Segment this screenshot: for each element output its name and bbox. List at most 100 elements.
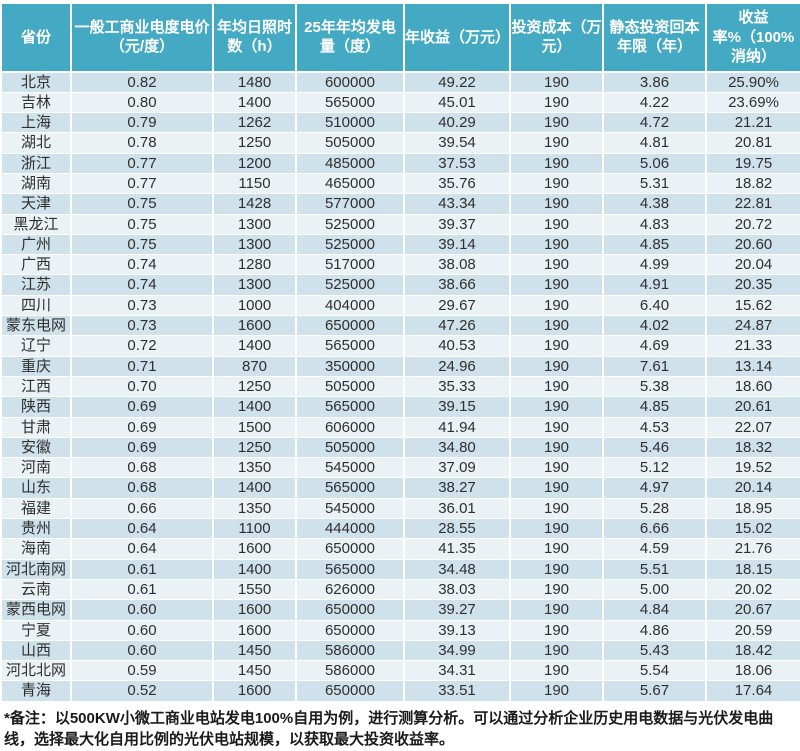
cell-generation: 465000 <box>295 173 405 195</box>
cell-investment-cost: 190 <box>509 518 604 540</box>
cell-annual-income: 39.37 <box>403 214 511 235</box>
cell-payback-years: 4.59 <box>602 538 707 560</box>
cell-province: 江苏 <box>0 274 72 296</box>
cell-price: 0.75 <box>70 234 214 256</box>
column-header-annual-income: 年收益（万元） <box>403 2 511 73</box>
cell-return-rate: 20.60 <box>705 234 800 256</box>
table-row: 上海 0.79 1262 510000 40.29 190 4.72 21.21 <box>0 112 800 134</box>
cell-price: 0.75 <box>70 214 214 235</box>
cell-payback-years: 5.54 <box>602 660 707 682</box>
cell-investment-cost: 190 <box>509 335 604 357</box>
cell-generation: 510000 <box>295 112 405 134</box>
cell-generation: 404000 <box>295 295 405 317</box>
table-row: 山东 0.68 1400 565000 38.27 190 4.97 20.14 <box>0 477 800 499</box>
table-row: 宁夏 0.60 1600 650000 39.13 190 4.86 20.59 <box>0 620 800 641</box>
cell-return-rate: 24.87 <box>705 315 800 337</box>
cell-price: 0.78 <box>70 132 214 154</box>
cell-annual-income: 41.35 <box>403 538 511 560</box>
cell-annual-income: 47.26 <box>403 315 511 337</box>
table-row: 重庆 0.71 870 350000 24.96 190 7.61 13.14 <box>0 356 800 377</box>
cell-annual-income: 37.53 <box>403 153 511 174</box>
cell-province: 甘肃 <box>0 417 72 438</box>
table-row: 辽宁 0.72 1400 565000 40.53 190 4.69 21.33 <box>0 335 800 357</box>
table-row: 北京 0.82 1480 600000 49.22 190 3.86 25.90% <box>0 71 800 93</box>
cell-sunshine-hours: 1250 <box>212 132 297 154</box>
cell-payback-years: 6.66 <box>602 518 707 540</box>
cell-sunshine-hours: 1262 <box>212 112 297 134</box>
table-row: 湖南 0.77 1150 465000 35.76 190 5.31 18.82 <box>0 173 800 195</box>
cell-investment-cost: 190 <box>509 193 604 215</box>
cell-province: 上海 <box>0 112 72 134</box>
cell-price: 0.73 <box>70 315 214 337</box>
cell-province: 湖北 <box>0 132 72 154</box>
cell-return-rate: 20.59 <box>705 620 800 641</box>
cell-investment-cost: 190 <box>509 640 604 662</box>
cell-sunshine-hours: 1100 <box>212 518 297 540</box>
cell-investment-cost: 190 <box>509 498 604 520</box>
cell-generation: 650000 <box>295 680 405 702</box>
table-row: 福建 0.66 1350 545000 36.01 190 5.28 18.95 <box>0 498 800 520</box>
table-row: 海南 0.64 1600 650000 41.35 190 4.59 21.76 <box>0 538 800 560</box>
cell-return-rate: 20.35 <box>705 274 800 296</box>
cell-investment-cost: 190 <box>509 559 604 580</box>
cell-price: 0.66 <box>70 498 214 520</box>
cell-payback-years: 4.97 <box>602 477 707 499</box>
cell-payback-years: 5.46 <box>602 437 707 459</box>
cell-sunshine-hours: 1400 <box>212 396 297 418</box>
cell-annual-income: 37.09 <box>403 457 511 479</box>
table-row: 山西 0.60 1450 586000 34.99 190 5.43 18.42 <box>0 640 800 662</box>
table-row: 河北南网 0.61 1400 565000 34.48 190 5.51 18.15 <box>0 559 800 580</box>
cell-investment-cost: 190 <box>509 234 604 256</box>
cell-generation: 525000 <box>295 274 405 296</box>
cell-price: 0.60 <box>70 620 214 641</box>
cell-generation: 565000 <box>295 92 405 114</box>
cell-price: 0.52 <box>70 680 214 702</box>
cell-price: 0.80 <box>70 92 214 114</box>
cell-sunshine-hours: 1300 <box>212 234 297 256</box>
cell-payback-years: 6.40 <box>602 295 707 317</box>
cell-generation: 545000 <box>295 498 405 520</box>
cell-return-rate: 23.69% <box>705 92 800 114</box>
cell-generation: 525000 <box>295 214 405 235</box>
table-body: 北京 0.82 1480 600000 49.22 190 3.86 25.90% 吉林 0.80… <box>0 71 800 702</box>
cell-generation: 650000 <box>295 315 405 337</box>
cell-province: 福建 <box>0 498 72 520</box>
cell-return-rate: 18.82 <box>705 173 800 195</box>
cell-return-rate: 13.14 <box>705 356 800 377</box>
cell-province: 河南 <box>0 457 72 479</box>
cell-annual-income: 35.33 <box>403 376 511 398</box>
cell-price: 0.60 <box>70 640 214 662</box>
cell-return-rate: 18.06 <box>705 660 800 682</box>
column-header-sunshine-hours: 年均日照时数（h） <box>212 2 297 73</box>
cell-province: 海南 <box>0 538 72 560</box>
cell-generation: 565000 <box>295 335 405 357</box>
cell-sunshine-hours: 1400 <box>212 335 297 357</box>
cell-payback-years: 4.69 <box>602 335 707 357</box>
cell-sunshine-hours: 1250 <box>212 437 297 459</box>
cell-annual-income: 40.53 <box>403 335 511 357</box>
cell-sunshine-hours: 1450 <box>212 660 297 682</box>
cell-generation: 505000 <box>295 132 405 154</box>
cell-generation: 505000 <box>295 376 405 398</box>
cell-sunshine-hours: 1600 <box>212 620 297 641</box>
cell-payback-years: 4.53 <box>602 417 707 438</box>
cell-payback-years: 4.83 <box>602 214 707 235</box>
table-row: 湖北 0.78 1250 505000 39.54 190 4.81 20.81 <box>0 132 800 154</box>
cell-annual-income: 39.27 <box>403 599 511 621</box>
cell-price: 0.75 <box>70 193 214 215</box>
cell-payback-years: 4.84 <box>602 599 707 621</box>
cell-generation: 600000 <box>295 71 405 93</box>
cell-payback-years: 5.38 <box>602 376 707 398</box>
table-row: 甘肃 0.69 1500 606000 41.94 190 4.53 22.07 <box>0 417 800 438</box>
table-row: 吉林 0.80 1400 565000 45.01 190 4.22 23.69% <box>0 92 800 114</box>
cell-return-rate: 18.32 <box>705 437 800 459</box>
cell-return-rate: 21.76 <box>705 538 800 560</box>
cell-return-rate: 19.75 <box>705 153 800 174</box>
cell-sunshine-hours: 1500 <box>212 417 297 438</box>
cell-annual-income: 38.08 <box>403 254 511 276</box>
table-row: 四川 0.73 1000 404000 29.67 190 6.40 15.62 <box>0 295 800 317</box>
cell-investment-cost: 190 <box>509 112 604 134</box>
cell-price: 0.69 <box>70 396 214 418</box>
table-row: 青海 0.52 1600 650000 33.51 190 5.67 17.64 <box>0 680 800 702</box>
cell-annual-income: 35.76 <box>403 173 511 195</box>
